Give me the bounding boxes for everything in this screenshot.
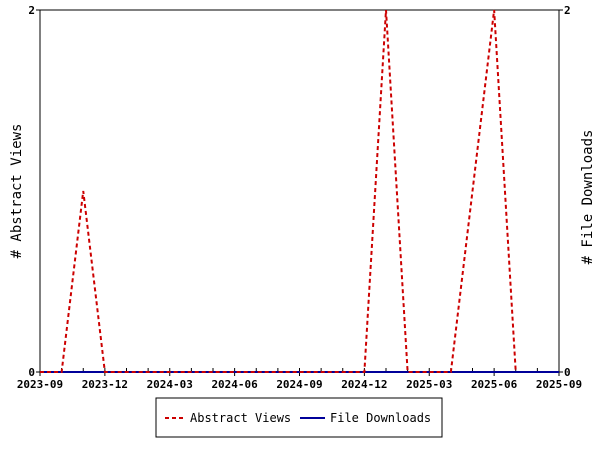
x-tick-label: 2025-09 <box>536 378 582 391</box>
right-axis-title: # File Downloads <box>580 130 596 265</box>
y-left-tick-label: 0 <box>28 366 35 379</box>
x-tick-label: 2024-03 <box>147 378 193 391</box>
y-right-axis: 02 <box>559 4 571 379</box>
legend: Abstract Views File Downloads <box>155 397 443 438</box>
legend-label-abstract-views: Abstract Views <box>190 411 291 425</box>
series-line-abstract-views <box>40 9 517 373</box>
x-tick-label: 2024-09 <box>276 378 322 391</box>
x-tick-label: 2025-03 <box>406 378 452 391</box>
legend-label-file-downloads: File Downloads <box>330 411 431 425</box>
y-left-tick-label: 2 <box>28 4 35 17</box>
x-tick-label: 2025-06 <box>471 378 518 391</box>
x-tick-label: 2023-09 <box>17 378 63 391</box>
x-tick-label: 2024-06 <box>211 378 258 391</box>
x-tick-label: 2023-12 <box>82 378 128 391</box>
y-right-tick-label: 0 <box>564 366 571 379</box>
plot-area <box>39 9 560 373</box>
left-axis-title: # Abstract Views <box>9 124 25 259</box>
legend-box <box>155 397 443 438</box>
x-tick-label: 2024-12 <box>341 378 387 391</box>
plot-frame <box>39 9 560 373</box>
series-layer <box>40 9 559 373</box>
y-right-tick-label: 2 <box>564 4 571 17</box>
y-left-axis: 02 <box>28 4 40 379</box>
